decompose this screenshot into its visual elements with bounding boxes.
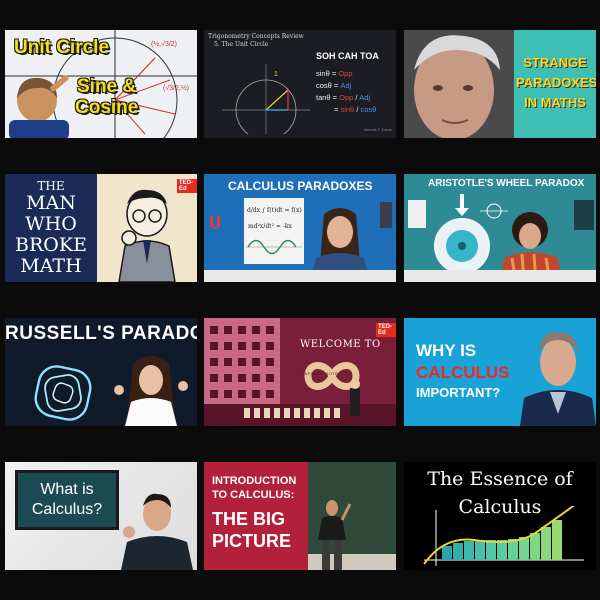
video-thumbnail-strange-paradoxes[interactable]: STRANGE PARADOXES IN MATHS xyxy=(404,30,596,138)
title-line-2: MAN xyxy=(26,192,76,214)
title-line-2: TO CALCULUS: xyxy=(212,489,295,501)
table-surface xyxy=(404,270,596,282)
man-illustration-icon xyxy=(118,189,176,282)
tangent-equation: tanθ = Opp / Adj xyxy=(316,93,371,102)
tangent-ratio-equation: = sinθ / cosθ xyxy=(334,105,377,114)
riemann-sum-graph-icon xyxy=(423,506,584,566)
video-thumbnail-intro-to-calculus[interactable]: INTRODUCTION TO CALCULUS: THE BIG PICTUR… xyxy=(204,462,396,570)
video-thumbnail-unit-circle[interactable]: (½,√3/2) (√3/2,½) Unit Circle Sine & Cos… xyxy=(5,30,197,138)
wheel-diagram-icon xyxy=(480,203,508,219)
video-thumbnail-man-who-broke-math[interactable]: TED-Ed THE MAN WHO BROKE MATH xyxy=(5,174,197,282)
video-thumbnail-russells-paradox[interactable]: RUSSELL'S PARADOX xyxy=(5,318,197,426)
ted-ed-badge: TED-Ed xyxy=(376,323,396,337)
title: WELCOME TO xyxy=(300,339,381,350)
video-thumbnail-why-is-calculus-important[interactable]: WHY IS CALCULUS IMPORTANT? xyxy=(404,318,596,426)
presenter-photo xyxy=(121,493,193,570)
title-line-4: BROKE xyxy=(15,234,87,256)
title-line-2: Calculus xyxy=(458,496,542,518)
ted-ed-badge: TED-Ed xyxy=(177,179,197,193)
title-line-1: The Essence of xyxy=(427,468,573,490)
wall-poster xyxy=(380,202,392,228)
title-line-3: IN MATHS xyxy=(524,95,586,110)
presenter-photo xyxy=(9,75,69,138)
title-line-5: MATH xyxy=(20,255,82,277)
header-line-2: 5. The Unit Circle xyxy=(214,41,269,48)
title-line-3: IMPORTANT? xyxy=(416,385,501,400)
hotel-illustration-icon xyxy=(204,318,396,426)
nested-sets-icon xyxy=(34,365,92,421)
title-line-3: Cosine xyxy=(75,97,139,118)
presenter-photo xyxy=(114,356,188,426)
title-line-1: Unit Circle xyxy=(14,37,110,58)
unit-length-label: 1 xyxy=(274,71,278,78)
title-line-4: PICTURE xyxy=(212,531,292,551)
title-panel xyxy=(204,462,308,570)
title-line-2: PARADOXES xyxy=(516,75,596,90)
svg-text:(½,√3/2): (½,√3/2) xyxy=(151,40,177,48)
title-line-2: CALCULUS xyxy=(416,363,510,382)
credit: Dennis F. Davis xyxy=(364,127,392,132)
table-surface xyxy=(204,270,396,282)
title: CALCULUS PARADOXES xyxy=(228,179,373,193)
title-line-2: Calculus? xyxy=(31,501,103,518)
presenter-photo xyxy=(520,331,596,426)
title: ARISTOTLE'S WHEEL PARADOX xyxy=(428,178,585,189)
video-thumbnail-calculus-paradoxes[interactable]: CALCULUS PARADOXES d/dx ∫ f(t)dt = f(x) … xyxy=(204,174,396,282)
video-thumbnail-essence-of-calculus[interactable]: The Essence of Calculus xyxy=(404,462,596,570)
svg-text:(√3/2,½): (√3/2,½) xyxy=(163,84,189,92)
sine-equation: sinθ = Opp xyxy=(316,69,353,78)
presenter-photo xyxy=(318,500,352,570)
title: RUSSELL'S PARADOX xyxy=(5,323,197,344)
unit-circle-diagram-icon xyxy=(222,64,310,134)
header-line-1: Trigonometry Concepts Review xyxy=(208,33,304,40)
formula-1: d/dx ∫ f(t)dt = f(x) xyxy=(247,207,302,214)
presenter-photo xyxy=(404,30,514,138)
mnemonic: SOH CAH TOA xyxy=(316,51,379,61)
title-line-2: Sine & xyxy=(77,76,137,97)
title-line-1: STRANGE xyxy=(523,55,587,70)
title-line-1: WHY IS xyxy=(416,341,477,360)
hotel-sign: INFINITE HOTEL xyxy=(303,371,342,376)
title-line-3: THE BIG xyxy=(212,509,286,529)
title-line-1: What is xyxy=(40,481,94,498)
video-thumbnail-trig-review[interactable]: Trigonometry Concepts Review 5. The Unit… xyxy=(204,30,396,138)
title-line-3: WHO xyxy=(25,213,77,235)
magnet-icon xyxy=(210,216,220,229)
title-line-1: INTRODUCTION xyxy=(212,475,297,487)
wall-poster xyxy=(574,200,594,230)
wheel-icon xyxy=(434,194,490,274)
video-thumbnail-what-is-calculus[interactable]: What is Calculus? xyxy=(5,462,197,570)
formula-2: md²x/dt² = -kx xyxy=(248,223,292,230)
title-box xyxy=(15,470,119,530)
video-thumbnail-infinite-hotel[interactable]: WELCOME TO INFINITE HOTEL TED-Ed xyxy=(204,318,396,426)
wall-poster xyxy=(408,200,426,228)
cosine-equation: cosθ = Adj xyxy=(316,81,352,90)
title-line-1: THE xyxy=(37,179,65,193)
wave-graph-icon xyxy=(246,239,302,255)
video-thumbnail-aristotles-wheel[interactable]: ARISTOTLE'S WHEEL PARADOX xyxy=(404,174,596,282)
